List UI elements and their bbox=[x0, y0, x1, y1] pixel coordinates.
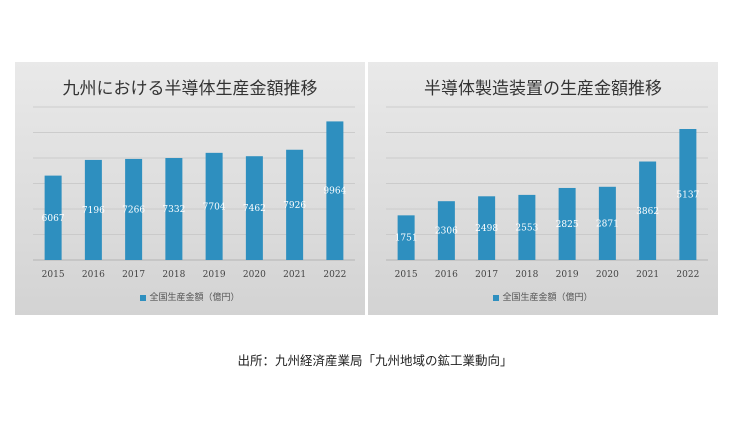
legend-label: 全国生産金額（億円） bbox=[502, 293, 593, 303]
chart-title: 九州における半導体生産金額推移 bbox=[62, 79, 318, 99]
data-label: 6067 bbox=[42, 214, 65, 224]
bar bbox=[478, 196, 496, 260]
x-tick-label: 2015 bbox=[42, 270, 65, 280]
data-label: 2498 bbox=[475, 224, 498, 234]
bar bbox=[84, 159, 102, 260]
bar bbox=[125, 158, 143, 260]
x-tick-label: 2021 bbox=[636, 270, 659, 280]
x-tick-label: 2017 bbox=[122, 270, 145, 280]
x-tick-label: 2019 bbox=[556, 270, 579, 280]
bar-chart-equipment: 1751 2015 2306 2016 2498 2017 2553 2018 2825 2019… bbox=[386, 106, 708, 280]
data-label: 7462 bbox=[243, 204, 266, 214]
bar bbox=[679, 129, 697, 260]
x-tick-label: 2017 bbox=[475, 270, 498, 280]
bar bbox=[639, 161, 657, 260]
data-label: 2871 bbox=[596, 219, 619, 229]
x-tick-label: 2020 bbox=[596, 270, 619, 280]
x-tick-label: 2018 bbox=[162, 270, 185, 280]
bar bbox=[518, 194, 536, 260]
chart-title: 半導体製造装置の生産金額推移 bbox=[424, 79, 662, 99]
bar bbox=[558, 187, 576, 260]
source-caption: 出所：九州経済産業局「九州地域の鉱工業動向」 bbox=[237, 353, 513, 368]
legend-label: 全国生産金額（億円） bbox=[149, 293, 240, 303]
bar bbox=[326, 121, 344, 260]
bar bbox=[397, 215, 415, 260]
x-tick-label: 2018 bbox=[515, 270, 538, 280]
x-tick-label: 2019 bbox=[203, 270, 226, 280]
bar bbox=[245, 156, 263, 260]
data-label: 7196 bbox=[82, 206, 105, 216]
bar bbox=[44, 175, 62, 260]
data-label: 7332 bbox=[162, 205, 185, 215]
data-label: 2306 bbox=[435, 227, 458, 237]
x-tick-label: 2022 bbox=[323, 270, 346, 280]
x-tick-label: 2016 bbox=[82, 270, 105, 280]
bar bbox=[205, 152, 223, 260]
x-tick-label: 2015 bbox=[395, 270, 418, 280]
x-tick-label: 2020 bbox=[243, 270, 266, 280]
data-label: 7704 bbox=[203, 202, 226, 212]
legend: 全国生産金額（億円） bbox=[368, 290, 718, 303]
x-tick-label: 2021 bbox=[283, 270, 306, 280]
data-label: 2553 bbox=[515, 223, 538, 233]
data-label: 9964 bbox=[323, 187, 346, 197]
data-label: 7926 bbox=[283, 201, 306, 211]
x-tick-label: 2016 bbox=[435, 270, 458, 280]
x-tick-label: 2022 bbox=[676, 270, 699, 280]
data-label: 7266 bbox=[122, 205, 145, 215]
data-label: 5137 bbox=[676, 191, 699, 201]
legend: 全国生産金額（億円） bbox=[15, 290, 365, 303]
bar bbox=[165, 158, 183, 260]
legend-swatch bbox=[140, 294, 147, 301]
chart-panel-equipment: 半導体製造装置の生産金額推移 1751 2015 2306 2016 2498 2017 2… bbox=[368, 62, 718, 315]
chart-panel-semiconductor: 九州における半導体生産金額推移 6067 2015 7196 2016 7266 2017… bbox=[15, 62, 365, 315]
data-label: 1751 bbox=[395, 234, 418, 244]
bar bbox=[286, 149, 304, 260]
bar bbox=[598, 186, 616, 260]
data-label: 2825 bbox=[556, 220, 579, 230]
legend-swatch bbox=[493, 294, 500, 301]
bar-chart-semiconductor: 6067 2015 7196 2016 7266 2017 7332 2018 7704 2019… bbox=[33, 106, 355, 280]
bar bbox=[437, 201, 455, 260]
data-label: 3862 bbox=[636, 207, 659, 217]
